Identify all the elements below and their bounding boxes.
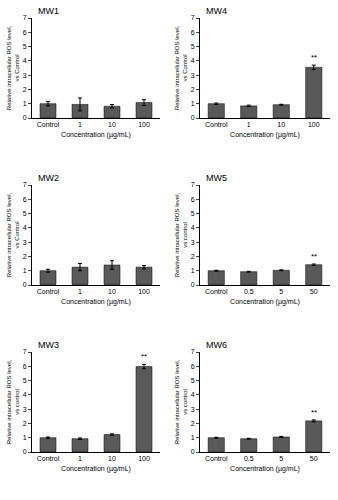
svg-text:5: 5 [279,288,283,295]
svg-text:10: 10 [108,288,116,295]
svg-text:Control: Control [205,455,228,462]
svg-text:5: 5 [23,43,27,50]
svg-text:3: 3 [23,72,27,79]
svg-text:0.5: 0.5 [244,288,254,295]
svg-text:2: 2 [23,253,27,260]
svg-text:100: 100 [308,121,320,128]
svg-text:6: 6 [191,196,195,203]
svg-text:1: 1 [23,267,27,274]
svg-text:6: 6 [191,29,195,36]
svg-text:Relative intracellular ROS lev: Relative intracellular ROS level,vs cont… [174,359,188,444]
svg-text:5: 5 [191,43,195,50]
svg-text:50: 50 [310,455,318,462]
svg-text:2: 2 [23,420,27,427]
svg-text:Relative intracellular ROS lev: Relative intracellular ROS level,vs Cont… [6,25,20,110]
svg-text:Control: Control [37,288,60,295]
svg-text:1: 1 [191,100,195,107]
svg-text:MW2: MW2 [38,173,59,183]
svg-text:MW4: MW4 [206,6,227,16]
svg-text:Concentration (µg/mL): Concentration (µg/mL) [230,131,300,139]
svg-text:1: 1 [23,100,27,107]
svg-text:100: 100 [138,121,150,128]
svg-text:6: 6 [23,29,27,36]
svg-text:Control: Control [37,121,60,128]
svg-text:Control: Control [37,455,60,462]
svg-text:MW3: MW3 [38,340,59,350]
svg-text:Concentration (µg/mL): Concentration (µg/mL) [61,298,131,306]
svg-text:MW1: MW1 [38,6,59,16]
svg-text:2: 2 [191,253,195,260]
svg-text:0: 0 [191,281,195,288]
svg-text:0: 0 [23,448,27,455]
svg-text:Control: Control [205,288,228,295]
svg-text:2: 2 [23,86,27,93]
svg-text:Concentration (µg/mL): Concentration (µg/mL) [61,131,131,139]
svg-text:3: 3 [191,406,195,413]
svg-text:50: 50 [310,288,318,295]
svg-text:4: 4 [191,391,195,398]
svg-text:0: 0 [191,448,195,455]
svg-text:Concentration (µg/mL): Concentration (µg/mL) [230,298,300,306]
svg-text:0: 0 [23,281,27,288]
svg-text:1: 1 [23,434,27,441]
svg-text:7: 7 [191,181,195,188]
svg-text:Control: Control [205,121,228,128]
svg-text:4: 4 [23,224,27,231]
svg-text:4: 4 [191,57,195,64]
svg-text:Concentration (µg/mL): Concentration (µg/mL) [230,465,300,473]
svg-text:3: 3 [23,239,27,246]
svg-text:5: 5 [23,210,27,217]
svg-text:6: 6 [23,196,27,203]
svg-text:10: 10 [108,121,116,128]
svg-text:7: 7 [23,181,27,188]
svg-text:7: 7 [191,348,195,355]
svg-text:5: 5 [23,377,27,384]
svg-text:0: 0 [23,114,27,121]
svg-text:7: 7 [191,14,195,21]
svg-text:6: 6 [23,363,27,370]
svg-text:1: 1 [78,288,82,295]
svg-text:Relative intracellular ROS lev: Relative intracellular ROS level,vs Cont… [174,25,188,110]
svg-text:4: 4 [191,224,195,231]
svg-text:MW5: MW5 [206,173,227,183]
svg-text:3: 3 [191,72,195,79]
svg-text:5: 5 [191,210,195,217]
svg-text:**: ** [311,252,317,261]
svg-text:1: 1 [78,455,82,462]
svg-text:4: 4 [23,391,27,398]
svg-text:1: 1 [191,434,195,441]
svg-text:0.5: 0.5 [244,455,254,462]
svg-text:**: ** [311,408,317,417]
svg-text:100: 100 [138,288,150,295]
svg-text:3: 3 [23,406,27,413]
svg-text:Relative intracellular ROS lev: Relative intracellular ROS level,vs cont… [174,192,188,277]
svg-text:Relative intracellular ROS lev: Relative intracellular ROS level,vs Cont… [6,192,20,277]
svg-text:**: ** [311,53,317,62]
svg-text:10: 10 [277,121,285,128]
svg-text:4: 4 [23,57,27,64]
svg-text:Relative intracellular ROS lev: Relative intracellular ROS level,vs cont… [6,359,20,444]
svg-text:1: 1 [78,121,82,128]
svg-text:100: 100 [138,455,150,462]
svg-text:1: 1 [247,121,251,128]
svg-text:3: 3 [191,239,195,246]
svg-text:1: 1 [191,267,195,274]
svg-text:5: 5 [279,455,283,462]
svg-text:**: ** [141,352,147,361]
svg-text:0: 0 [191,114,195,121]
svg-text:7: 7 [23,14,27,21]
svg-text:10: 10 [108,455,116,462]
svg-text:2: 2 [191,86,195,93]
svg-text:MW6: MW6 [206,340,227,350]
svg-text:6: 6 [191,363,195,370]
svg-text:7: 7 [23,348,27,355]
svg-text:5: 5 [191,377,195,384]
svg-text:Concentration (µg/mL): Concentration (µg/mL) [61,465,131,473]
svg-text:2: 2 [191,420,195,427]
